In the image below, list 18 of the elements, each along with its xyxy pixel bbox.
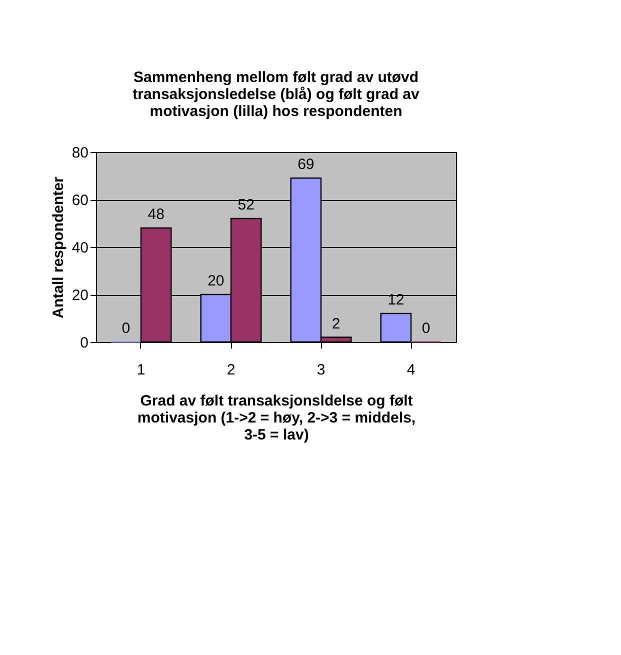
data-label: 20 [208, 272, 224, 290]
x-tick-label: 4 [406, 362, 416, 378]
y-tick-label: 60 [72, 192, 88, 209]
data-label: 48 [148, 206, 164, 223]
y-tick-label: 40 [72, 240, 88, 256]
chart-title: Sammenheng mellom følt grad av utøvd transaksjonsledelse (blå) og følt grad av motivasjon (lilla) hos respondenten [132, 69, 420, 120]
y-tick-label: 0 [80, 334, 88, 352]
y-axis-title: Antall respondenter [50, 176, 67, 318]
y-tick-label: 20 [72, 287, 88, 304]
data-label: 0 [422, 320, 430, 337]
data-label: 69 [298, 156, 314, 174]
data-label: 2 [332, 315, 340, 332]
x-tick-label: 2 [226, 362, 236, 378]
x-tick-label: 3 [316, 362, 326, 378]
y-tick-label: 80 [72, 144, 88, 162]
x-axis-title: Grad av følt transaksjonsldelse og følt motivasjon (1->2 = høy, 2->3 = middels, 3-5 = lav) [137, 392, 416, 444]
x-tick-label: 1 [136, 362, 146, 378]
data-label: 0 [122, 320, 130, 337]
